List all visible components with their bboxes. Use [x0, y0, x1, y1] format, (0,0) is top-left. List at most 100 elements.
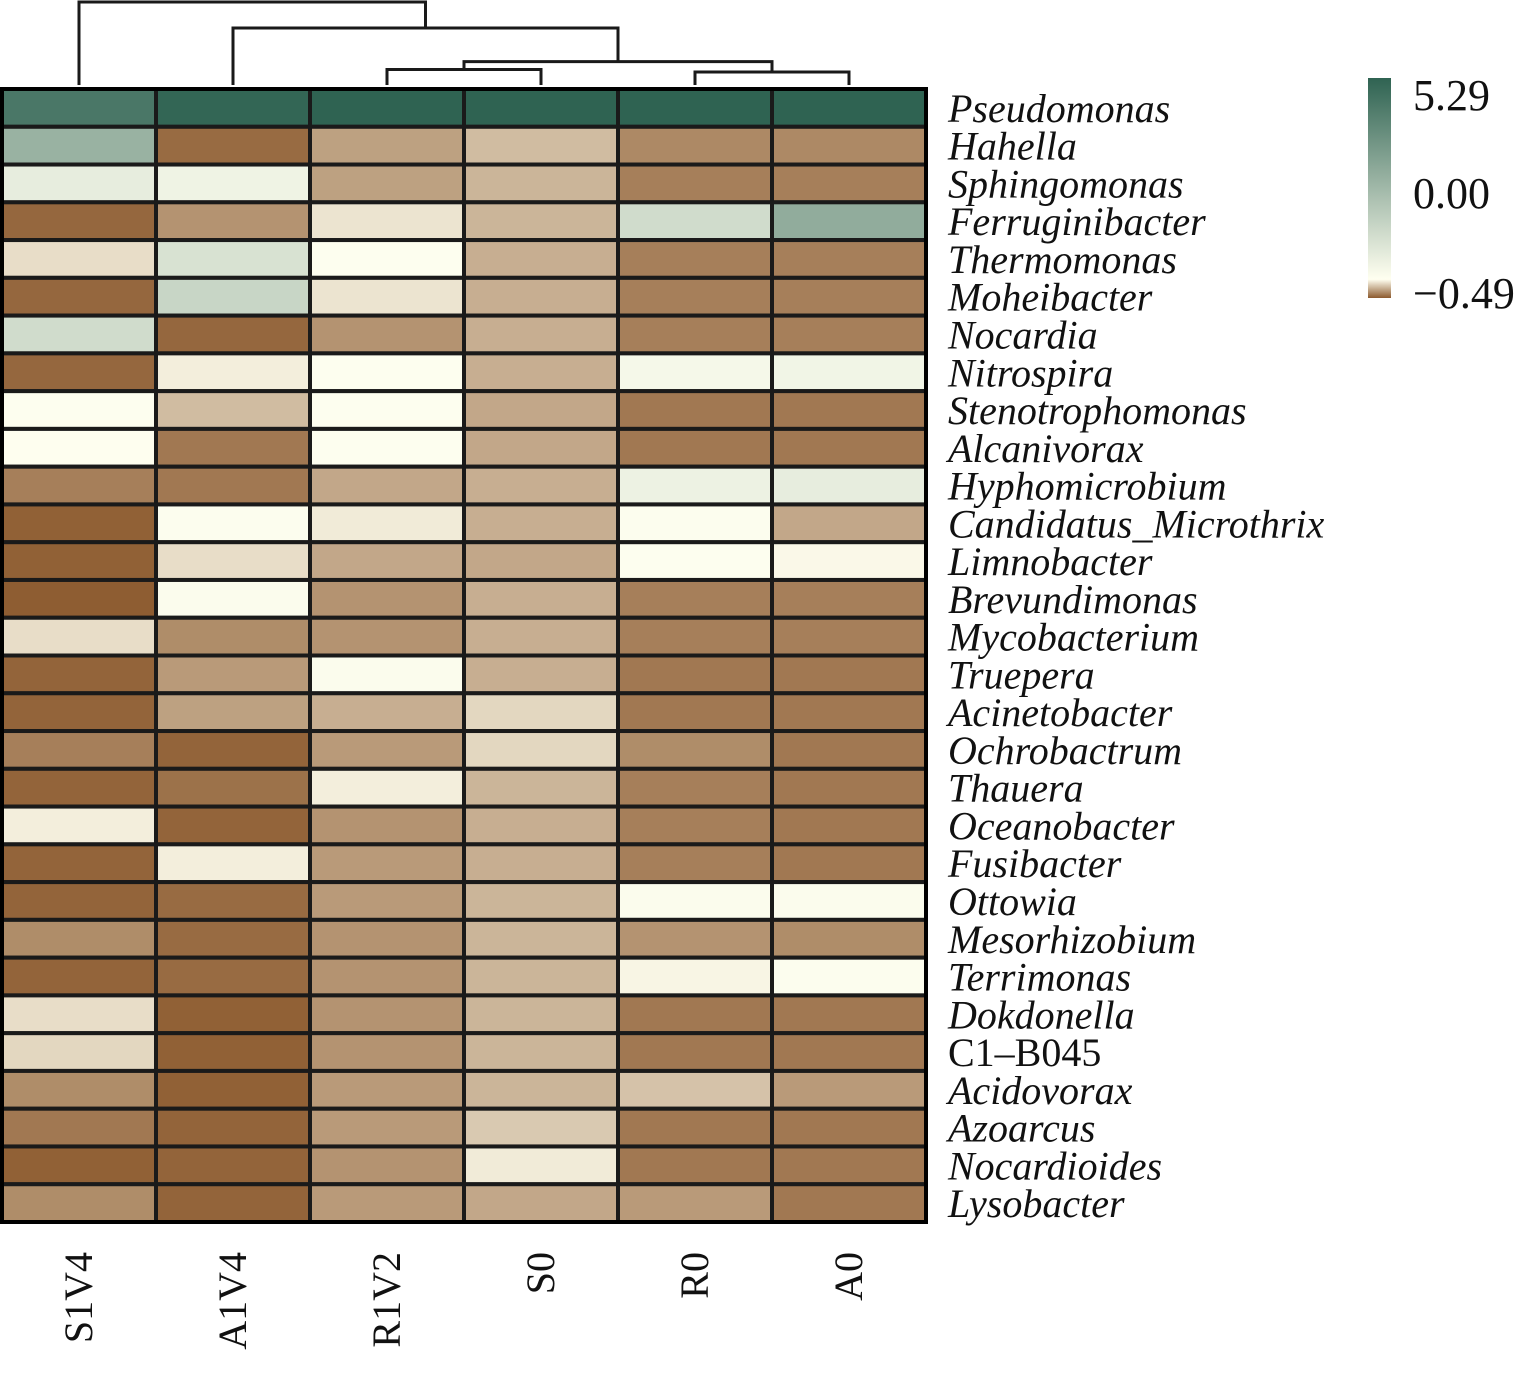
heatmap-cell — [770, 1106, 928, 1149]
column-label: S1V4 — [56, 1252, 101, 1343]
heatmap-cell — [0, 162, 158, 205]
heatmap-cell — [0, 238, 158, 280]
heatmap-cell — [770, 766, 928, 809]
row-labels: PseudomonasHahellaSphingomonasFerruginib… — [945, 86, 1325, 1226]
heatmap-cell — [0, 577, 158, 620]
heatmap-cell — [770, 955, 928, 998]
row-label: Brevundimonas — [948, 577, 1198, 622]
row-label: Azoarcus — [945, 1106, 1095, 1151]
heatmap-cell — [616, 426, 774, 469]
heatmap-cell — [308, 540, 466, 582]
heatmap-cell — [616, 880, 774, 922]
heatmap-cell — [462, 1144, 620, 1187]
row-label: Thermomonas — [948, 237, 1177, 282]
heatmap-cell — [0, 917, 158, 960]
heatmap-cell — [616, 87, 774, 129]
heatmap-cell — [308, 200, 466, 243]
heatmap-cell — [462, 389, 620, 431]
heatmap-cell — [154, 313, 312, 356]
heatmap-cell — [616, 917, 774, 960]
heatmap-cell — [462, 993, 620, 1036]
row-label: Moheibacter — [947, 275, 1153, 320]
row-label: Acidovorax — [945, 1068, 1133, 1113]
heatmap-cell — [154, 502, 312, 545]
heatmap-cell — [616, 275, 774, 318]
heatmap-cell — [770, 691, 928, 734]
heatmap-cell — [0, 200, 158, 243]
heatmap-cell — [308, 124, 466, 167]
heatmap-cell — [0, 351, 158, 394]
heatmap-cell — [308, 1144, 466, 1187]
heatmap-cell — [616, 540, 774, 582]
heatmap-cell — [462, 653, 620, 696]
heatmap-cell — [462, 1031, 620, 1073]
row-label: Ochrobactrum — [948, 728, 1182, 773]
heatmap-cell — [462, 200, 620, 243]
heatmap-cell — [154, 124, 312, 167]
heatmap-cell — [616, 1106, 774, 1149]
column-label: A1V4 — [210, 1252, 255, 1350]
row-label: Fusibacter — [947, 841, 1122, 886]
row-label: Stenotrophomonas — [948, 388, 1247, 433]
heatmap-cell — [462, 842, 620, 885]
heatmap-cell — [308, 1182, 466, 1224]
dendrogram-branch — [462, 60, 774, 73]
heatmap-cell — [770, 1182, 928, 1224]
heatmap-cell — [616, 729, 774, 771]
heatmap-cell — [616, 1031, 774, 1073]
row-label: Dokdonella — [947, 992, 1135, 1037]
heatmap-cell — [462, 691, 620, 734]
heatmap-cell — [770, 389, 928, 431]
dendrogram-branch — [77, 0, 427, 85]
heatmap-cell — [0, 426, 158, 469]
heatmap-cell — [462, 502, 620, 545]
row-label: C1–B045 — [948, 1030, 1101, 1075]
heatmap-cell — [154, 1106, 312, 1149]
column-label: A0 — [826, 1252, 871, 1301]
heatmap-cell — [462, 124, 620, 167]
heatmap-cell — [0, 540, 158, 582]
heatmap-cell — [616, 1068, 774, 1111]
heatmap-cell — [770, 842, 928, 885]
row-label: Ottowia — [948, 879, 1077, 924]
heatmap-cell — [154, 426, 312, 469]
heatmap-cell — [462, 1106, 620, 1149]
heatmap-cell — [0, 389, 158, 431]
column-label: R0 — [672, 1252, 717, 1299]
heatmap-cell — [154, 464, 312, 507]
heatmap-cell — [154, 540, 312, 582]
heatmap-cell — [0, 87, 158, 129]
heatmap-cell — [616, 313, 774, 356]
heatmap-cell — [154, 917, 312, 960]
heatmap-cell — [462, 464, 620, 507]
row-label: Candidatus_Microthrix — [948, 501, 1325, 546]
heatmap-cell — [770, 87, 928, 129]
heatmap-cell — [770, 162, 928, 205]
dendrogram-branch — [385, 67, 543, 85]
heatmap-cell — [770, 426, 928, 469]
row-label: Hahella — [947, 124, 1077, 169]
heatmap-cell — [770, 351, 928, 394]
heatmap-cell — [770, 1144, 928, 1187]
row-label: Ferruginibacter — [947, 199, 1206, 244]
heatmap-cell — [616, 653, 774, 696]
heatmap-cell — [0, 1031, 158, 1073]
heatmap-cell — [0, 464, 158, 507]
heatmap-cell — [154, 162, 312, 205]
heatmap-cell — [308, 766, 466, 809]
heatmap-cell — [462, 615, 620, 658]
heatmap-cell — [154, 1068, 312, 1111]
heatmap-cell — [770, 540, 928, 582]
heatmap-cell — [0, 766, 158, 809]
heatmap-cell — [0, 729, 158, 771]
heatmap-cell — [308, 842, 466, 885]
heatmap-cell — [154, 880, 312, 922]
heatmap-cell — [154, 993, 312, 1036]
heatmap-cell — [462, 729, 620, 771]
row-label: Mesorhizobium — [947, 917, 1196, 962]
heatmap-cell — [154, 200, 312, 243]
heatmap-cell — [770, 200, 928, 243]
heatmap-cell — [462, 804, 620, 847]
heatmap-cell — [154, 275, 312, 318]
